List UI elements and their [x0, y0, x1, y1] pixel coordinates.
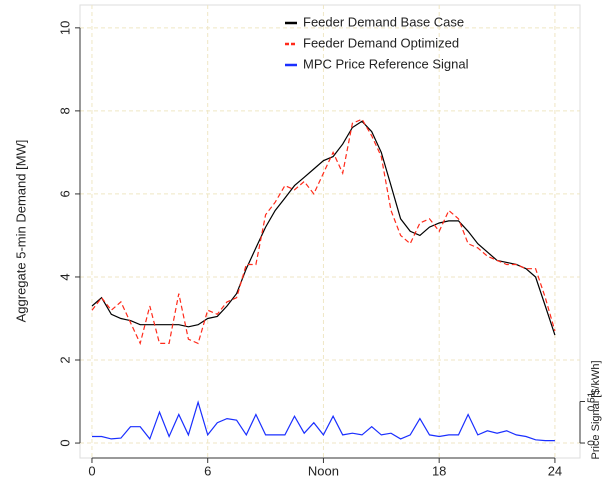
x-tick-label: 0 — [88, 463, 95, 478]
legend-label: Feeder Demand Optimized — [303, 35, 459, 50]
y-tick-label: 10 — [57, 21, 72, 35]
y-tick-label: 0 — [57, 439, 72, 446]
legend-label: MPC Price Reference Signal — [303, 56, 469, 71]
series-line — [91, 120, 556, 336]
plot-frame — [79, 4, 581, 459]
x-tick-label: 24 — [548, 463, 562, 478]
y-tick-label: 8 — [57, 107, 72, 114]
legend-label: Feeder Demand Base Case — [303, 14, 464, 29]
y2-tick-label: 0.51 — [587, 391, 598, 411]
y-axis-label: Aggregate 5-min Demand [MW] — [13, 140, 28, 323]
x-tick-label: 18 — [432, 463, 446, 478]
y2-tick-label: 0 — [587, 440, 598, 446]
y2-axis-label: Price Signal [$/kWh] — [590, 360, 602, 459]
y-tick-label: 6 — [57, 190, 72, 197]
x-tick-label: 6 — [204, 463, 211, 478]
series-line — [92, 400, 555, 442]
y-tick-label: 2 — [57, 356, 72, 363]
x-tick-label: Noon — [308, 463, 339, 478]
series-line — [91, 118, 556, 346]
y-tick-label: 4 — [57, 273, 72, 280]
